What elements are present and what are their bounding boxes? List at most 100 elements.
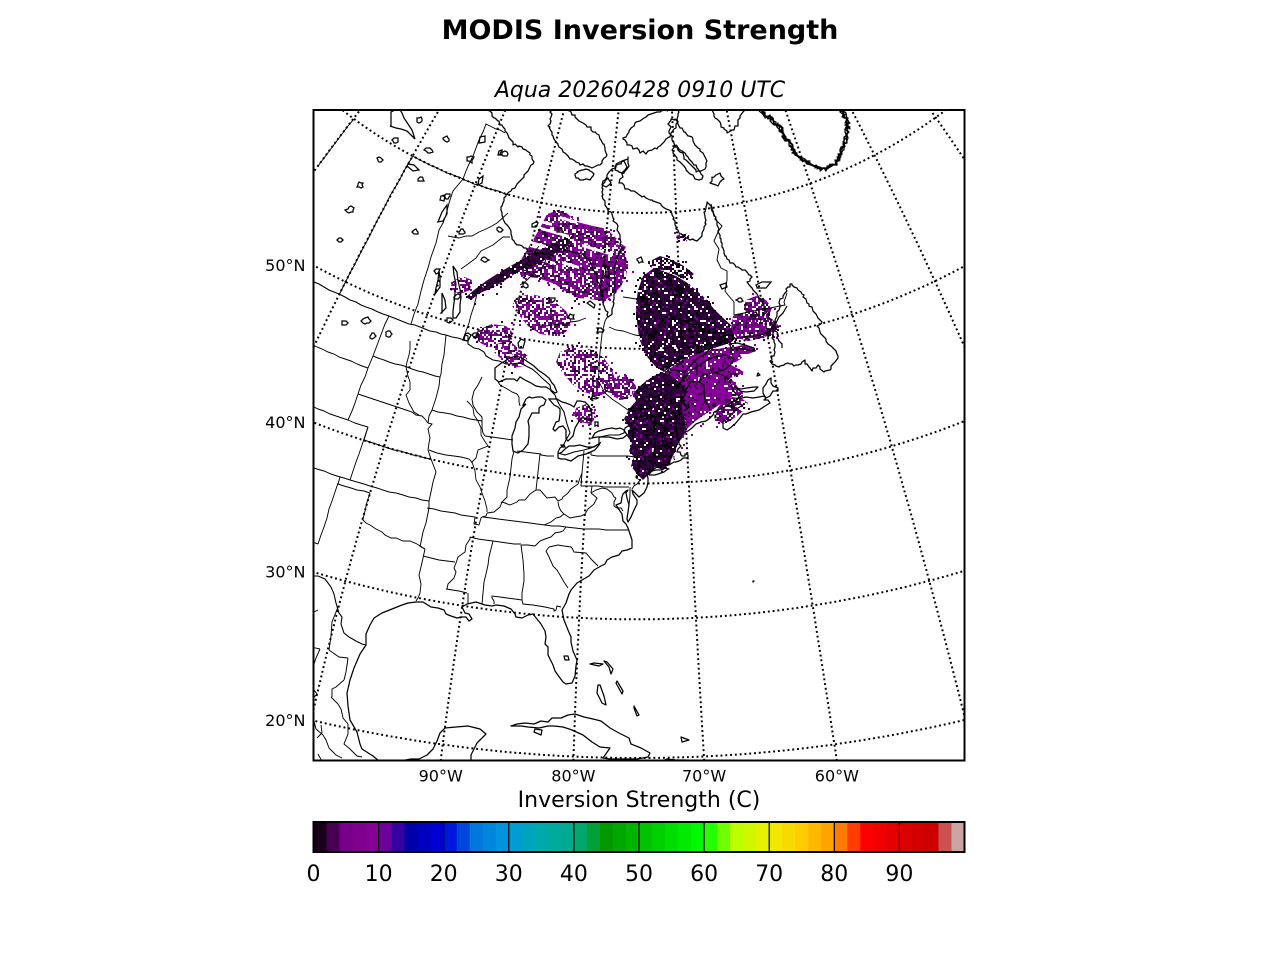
state-border — [313, 647, 321, 650]
inversion-data-speckle — [558, 342, 616, 400]
state-border — [535, 453, 541, 491]
lake-outline — [734, 297, 745, 303]
state-border — [557, 501, 565, 515]
state-border — [313, 648, 321, 668]
river — [668, 369, 686, 373]
state-border — [343, 724, 351, 750]
inversion-data-speckle — [715, 401, 741, 428]
colorbar-bin — [860, 822, 874, 852]
lake-outline — [636, 256, 645, 264]
coastline — [346, 305, 788, 761]
inversion-data-speckle — [516, 209, 628, 299]
state-border — [521, 544, 536, 547]
state-border — [463, 245, 540, 341]
colorbar-tick-label: 50 — [625, 862, 653, 887]
lake-outline — [477, 174, 484, 187]
plot-title: MODIS Inversion Strength — [442, 15, 839, 46]
state-border — [736, 395, 742, 401]
colorbar-bin — [691, 822, 705, 852]
colorbar-bin — [925, 822, 940, 852]
lake-outline — [336, 237, 344, 243]
lake-outline — [478, 135, 486, 144]
state-border — [481, 512, 488, 518]
state-border — [631, 455, 641, 490]
lake-outline — [755, 281, 773, 289]
colorbar-bin — [639, 822, 653, 852]
river — [608, 326, 646, 337]
data-gap-streak — [562, 261, 579, 269]
inversion-data-speckle — [674, 232, 684, 239]
map-frame — [312, 109, 966, 762]
colorbar-frame — [312, 821, 966, 853]
state-border — [330, 696, 342, 710]
state-border — [349, 479, 430, 502]
colorbar-bin — [769, 822, 783, 852]
colorbar-bin — [834, 822, 848, 852]
state-border — [710, 203, 735, 315]
colorbar-bin — [743, 822, 757, 852]
colorbar-bin — [652, 822, 666, 852]
coastline — [510, 713, 651, 760]
data-gap-streak — [582, 244, 613, 256]
graticule-meridian-40W — [850, 110, 965, 350]
lake-outline — [385, 330, 393, 338]
lake-outline — [522, 282, 529, 289]
lake-outline — [511, 396, 547, 454]
colorbar-bin — [951, 822, 966, 852]
colorbar-bin — [378, 822, 393, 852]
state-border — [481, 421, 486, 437]
graticule-parallel-60N — [340, 110, 948, 215]
colorbar-tick-label: 90 — [885, 862, 913, 887]
colorbar-bin — [873, 822, 887, 852]
state-border — [347, 419, 369, 428]
coastline — [603, 262, 610, 279]
state-border — [482, 516, 546, 526]
state-border — [286, 631, 295, 643]
colorbar-bin — [560, 822, 575, 852]
colorbar-bin — [586, 822, 601, 852]
colorbar-tick-label: 30 — [495, 862, 523, 887]
coastline — [711, 110, 746, 134]
lake-outline — [406, 163, 421, 172]
coastline — [533, 728, 543, 736]
inversion-data-speckle — [664, 343, 740, 441]
graticule-meridian-100W — [313, 110, 507, 714]
state-border — [292, 744, 300, 753]
colorbar-bin — [352, 822, 367, 852]
colorbar-bin — [417, 822, 432, 852]
lake-outline — [674, 286, 684, 294]
map-area — [286, 110, 965, 788]
lake-outline — [517, 338, 526, 349]
state-border — [592, 485, 629, 488]
state-border — [349, 426, 369, 481]
state-border — [548, 544, 599, 567]
coastline — [595, 779, 622, 788]
lake-outline — [446, 317, 454, 324]
lake-outline — [376, 156, 384, 163]
colorbar-label: Inversion Strength (C) — [518, 788, 761, 813]
state-border — [349, 748, 363, 758]
lake-outline — [661, 365, 669, 370]
state-border — [313, 719, 317, 730]
inversion-data-speckle — [558, 346, 616, 396]
inversion-data-speckle — [733, 343, 758, 355]
colorbar-bin — [469, 822, 484, 852]
lake-outline — [647, 330, 659, 340]
state-border — [428, 449, 473, 464]
lake-outline — [547, 398, 593, 442]
coastline — [762, 377, 779, 399]
inversion-data-speckle — [717, 393, 750, 423]
colorbar-tick-label: 40 — [560, 862, 588, 887]
colorbar-bin — [404, 822, 419, 852]
colorbar-tick-label: 0 — [307, 862, 321, 887]
state-border — [590, 485, 593, 494]
coastline — [709, 172, 725, 187]
graticule-meridian-110W — [313, 110, 441, 350]
inversion-data-speckle — [730, 392, 743, 397]
state-border — [316, 724, 323, 739]
colorbar-bin — [847, 822, 861, 852]
lake-outline — [695, 347, 704, 354]
coastline — [586, 300, 596, 309]
coastline — [589, 662, 604, 667]
